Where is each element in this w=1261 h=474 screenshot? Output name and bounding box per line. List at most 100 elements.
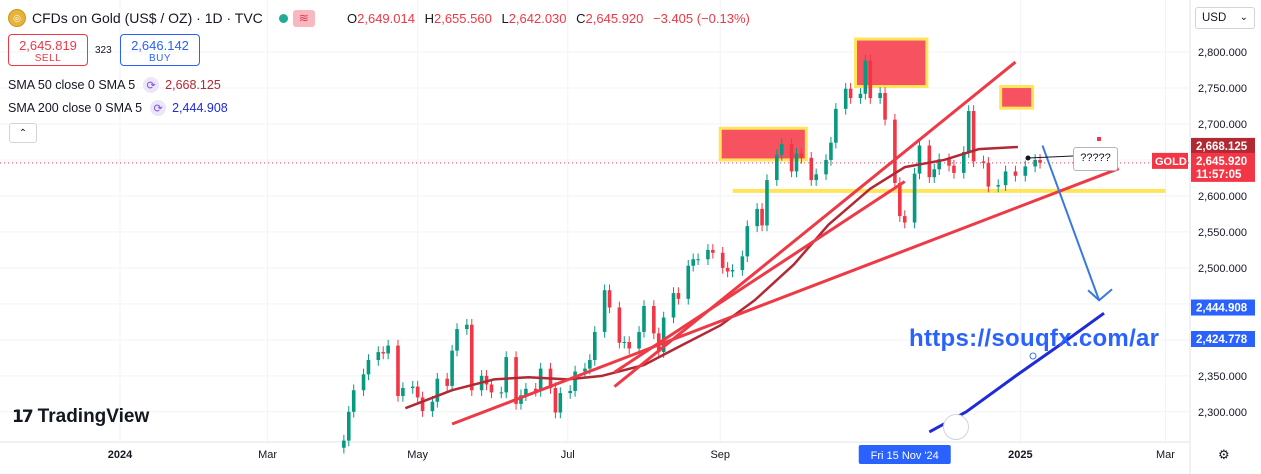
supply-zone (718, 126, 808, 162)
candle (809, 157, 814, 181)
time-axis-tick: May (407, 449, 428, 461)
candle (1038, 159, 1042, 163)
candle (514, 357, 518, 404)
candle (676, 293, 681, 299)
time-axis-tick: Jul (561, 449, 575, 461)
candle (843, 88, 848, 109)
candle (642, 306, 646, 332)
candle (966, 111, 971, 153)
candle (789, 144, 794, 172)
chevron-down-icon: ⌄ (1239, 12, 1248, 23)
market-closed-icon[interactable]: ≋ (292, 9, 315, 27)
candle (883, 93, 887, 120)
candle (346, 411, 351, 441)
candle (706, 249, 710, 260)
candle (878, 93, 882, 99)
ohlc-low: 2,642.030 (508, 11, 567, 26)
symbol-tag-box (1152, 152, 1188, 169)
buy-button[interactable]: 2,646.142 BUY (120, 34, 200, 66)
collapse-legend-button[interactable]: ⌃ (9, 123, 37, 143)
candle (386, 345, 390, 354)
price-label-box (1191, 152, 1255, 169)
candle (602, 290, 607, 332)
sma200-legend[interactable]: SMA 200 close 0 SMA 5 ⟳ 2,444.908 (8, 100, 228, 116)
candle (912, 173, 917, 223)
price-axis-tick: 2,300.000 (1198, 407, 1247, 419)
candle (538, 368, 543, 391)
price-label-box (1191, 331, 1255, 348)
candle (868, 60, 873, 99)
currency-select[interactable]: USD ⌄ (1195, 7, 1255, 29)
tradingview-logo[interactable]: 𝟭𝟳 TradingView (12, 406, 149, 428)
symbol-header[interactable]: ◎ CFDs on Gold (US$ / OZ) · 1D · TVC ≋ (8, 9, 315, 27)
candle (981, 161, 986, 163)
sell-button[interactable]: 2,645.819 SELL (8, 34, 88, 66)
candle (814, 174, 818, 181)
candle (1033, 159, 1037, 167)
settings-gear-icon[interactable]: ⚙ (1218, 447, 1230, 462)
candle (755, 208, 759, 227)
candle (947, 159, 951, 166)
candle (760, 208, 764, 226)
candle (573, 371, 577, 391)
price-label-box (1191, 299, 1255, 316)
candle (410, 386, 415, 389)
candle (848, 88, 853, 99)
price-axis-tick: 2,800.000 (1198, 47, 1247, 59)
sma50-line (404, 145, 1018, 410)
candle (445, 378, 449, 386)
candle (765, 180, 769, 226)
candle (455, 329, 459, 351)
forecast-arrowhead (1087, 288, 1113, 302)
candle (952, 165, 956, 173)
sma50-settings-icon[interactable]: ⟳ (143, 77, 160, 93)
candle (504, 357, 509, 393)
market-status-dot-icon[interactable] (278, 13, 288, 23)
symbol-tag-text: GOLD (1155, 156, 1187, 168)
candle (420, 397, 425, 412)
candle (607, 290, 612, 308)
candle (686, 265, 691, 299)
sell-label: SELL (34, 53, 62, 64)
candle (361, 374, 366, 391)
candle (652, 306, 656, 334)
us-flag-event-icon[interactable] (943, 414, 969, 440)
candle (937, 159, 941, 170)
sma200-settings-icon[interactable]: ⟳ (150, 100, 167, 116)
price-label-text: 2,424.778 (1196, 334, 1248, 346)
candle (824, 159, 828, 175)
price-label-text: 2,645.920 (1196, 156, 1247, 168)
candle (622, 341, 627, 343)
candle (986, 162, 991, 187)
ohlc-high: 2,655.560 (433, 11, 492, 26)
ohlc-low-label: L (501, 11, 509, 26)
candle (558, 393, 563, 413)
price-axis-tick: 2,600.000 (1198, 191, 1247, 203)
buy-label: BUY (148, 53, 172, 64)
trend-line (613, 60, 1017, 388)
ohlc-close-label: C (576, 11, 586, 26)
ohlc-high-label: H (424, 11, 434, 26)
sma50-label: SMA 50 close 0 SMA 5 (8, 78, 136, 92)
candle (568, 390, 572, 394)
candle (469, 324, 474, 391)
candle (489, 384, 494, 393)
candle (415, 386, 420, 398)
sma50-legend[interactable]: SMA 50 close 0 SMA 5 ⟳ 2,668.125 (8, 77, 221, 93)
candle (779, 144, 784, 155)
candle (450, 350, 454, 386)
question-callout[interactable]: ????? (1073, 147, 1118, 171)
spread-value: 323 (95, 45, 112, 56)
sma200-value: 2,444.908 (172, 101, 228, 115)
candle (745, 226, 750, 257)
candle (996, 185, 1001, 187)
supply-zone (999, 85, 1035, 110)
price-label-text: 2,668.125 (1196, 141, 1248, 153)
price-label-text: 2,444.908 (1196, 303, 1248, 315)
candle (592, 331, 597, 360)
price-axis-tick: 2,750.000 (1198, 83, 1247, 95)
cursor-circle (1029, 352, 1037, 360)
currency-label: USD (1202, 12, 1227, 24)
trend-line (613, 180, 906, 374)
